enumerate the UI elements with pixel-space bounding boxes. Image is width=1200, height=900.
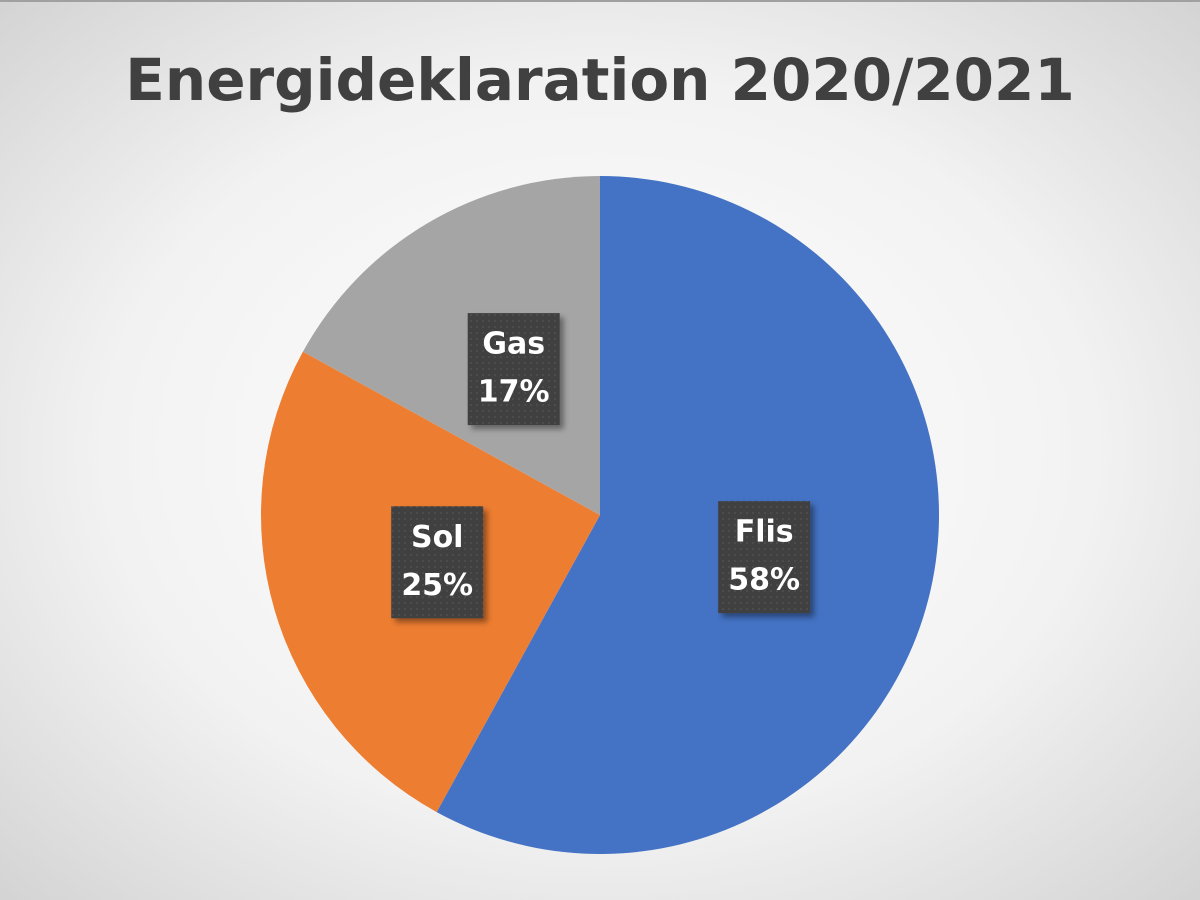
label-category: Flis — [735, 515, 794, 550]
pie-slice — [302, 176, 600, 515]
plot-area: Flis 58% Sol 25% Gas 17% — [260, 176, 939, 854]
label-value: 17% — [478, 375, 550, 410]
label-box — [467, 313, 560, 426]
label-category: Gas — [482, 327, 545, 362]
label-category: Sol — [411, 520, 464, 555]
data-label: Flis 58% — [718, 501, 811, 614]
data-label: Sol 25% — [391, 506, 484, 619]
label-value: 25% — [401, 568, 473, 603]
label-box — [718, 501, 811, 614]
data-label: Gas 17% — [467, 313, 560, 426]
label-value: 58% — [728, 563, 800, 598]
pie-slice — [436, 176, 939, 854]
chart-title: Energideklaration 2020/2021 — [125, 46, 1074, 114]
label-box — [391, 506, 484, 619]
